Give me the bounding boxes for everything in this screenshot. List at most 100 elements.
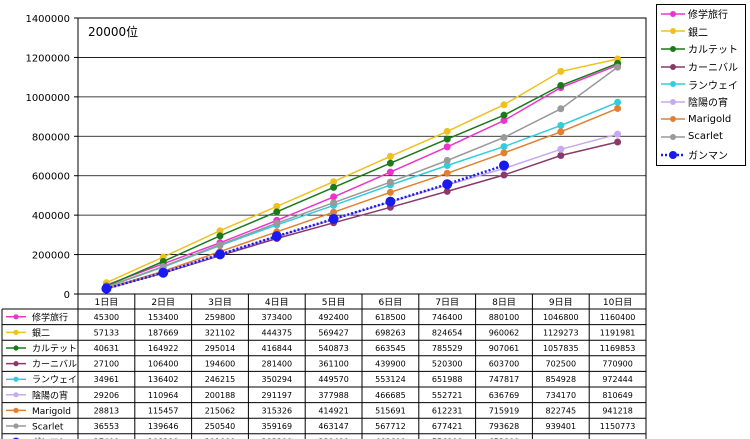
- x-category-label: 1日目: [95, 297, 119, 308]
- data-point: [215, 249, 225, 260]
- table-cell: 215062: [205, 406, 236, 415]
- legend-item: ガンマン: [657, 146, 745, 164]
- legend-item: カルテット: [657, 40, 745, 58]
- data-point: [386, 168, 394, 176]
- data-point: [216, 241, 224, 249]
- table-cell: 36553: [94, 422, 119, 431]
- data-point: [614, 63, 622, 71]
- table-cell: 259800: [205, 313, 236, 322]
- data-point: [443, 187, 451, 195]
- series-line: [106, 62, 618, 287]
- table-cell: 164922: [148, 344, 179, 353]
- data-point: [614, 130, 622, 138]
- legend-key: [661, 63, 685, 70]
- x-category-label: 8日目: [492, 297, 516, 308]
- table-cell: 321102: [205, 328, 236, 337]
- x-category-label: 5日目: [322, 297, 346, 308]
- y-tick-label: 0: [64, 290, 70, 301]
- legend-item: Scarlet: [657, 128, 745, 146]
- legend-key: [661, 116, 685, 123]
- x-category-label: 10日目: [603, 297, 632, 308]
- table-cell: 201000: [205, 438, 236, 439]
- data-point: [386, 159, 394, 167]
- y-tick-label: 200000: [32, 251, 70, 262]
- legend-label: 陰陽の宵: [688, 98, 728, 110]
- data-point: [443, 156, 451, 164]
- x-category-label: 3日目: [208, 297, 232, 308]
- data-point: [273, 219, 281, 227]
- table-cell: 444375: [262, 328, 293, 337]
- data-point: [101, 283, 112, 294]
- legend-label: Marigold: [688, 113, 732, 125]
- y-tick-label: 800000: [32, 132, 70, 143]
- data-point: [500, 101, 508, 109]
- table-row-name: Marigold: [32, 407, 71, 417]
- legend-label: 銀二: [688, 27, 708, 39]
- table-cell: 295014: [205, 344, 236, 353]
- legend-item: カーニバル: [657, 58, 745, 76]
- data-point: [216, 232, 224, 240]
- table-cell: 1150773: [600, 422, 636, 431]
- data-point: [614, 98, 622, 106]
- table-legend-marker: [13, 345, 19, 351]
- table-cell: 359169: [262, 422, 293, 431]
- table-legend-marker: [13, 407, 19, 413]
- legend-label: ガンマン: [688, 151, 728, 163]
- table-row-name: ランウェイ: [32, 375, 77, 386]
- table-cell: 880100: [489, 313, 520, 322]
- table-cell: 377988: [318, 391, 349, 400]
- legend-key: [661, 45, 685, 52]
- legend-label: Scarlet: [688, 131, 723, 143]
- table-cell: 139646: [148, 422, 179, 431]
- table-cell: 373400: [262, 313, 293, 322]
- table-cell: 1169853: [600, 344, 636, 353]
- data-point: [499, 160, 509, 171]
- data-point: [557, 105, 565, 113]
- table-cell: 652000: [489, 438, 520, 439]
- table-cell: 520300: [432, 360, 463, 369]
- table-cell: 439900: [375, 360, 406, 369]
- table-cell: 1057835: [543, 344, 579, 353]
- table-cell: 540873: [318, 344, 349, 353]
- data-point: [500, 134, 508, 142]
- table-cell: 246215: [205, 375, 236, 384]
- table-cell: 463147: [318, 422, 349, 431]
- table-cell: 187669: [148, 328, 179, 337]
- table-row-name: カルテット: [32, 344, 77, 355]
- data-point: [443, 143, 451, 151]
- table-cell: 110964: [148, 391, 179, 400]
- table-legend-marker: [13, 314, 19, 320]
- table-legend-marker: [13, 361, 19, 367]
- table-cell: 770900: [602, 360, 633, 369]
- table-row-name: 陰陽の宵: [32, 389, 68, 401]
- y-tick-label: 1200000: [25, 53, 70, 64]
- table-cell: 618500: [375, 313, 406, 322]
- data-point: [500, 111, 508, 119]
- table-legend-marker: [13, 376, 19, 382]
- y-tick-label: 1400000: [25, 14, 70, 25]
- plot-area: [77, 17, 647, 295]
- series-line: [106, 107, 618, 290]
- table-cell: 746400: [432, 313, 463, 322]
- table-cell: 315326: [262, 406, 293, 415]
- legend-item: Marigold: [657, 111, 745, 129]
- table-cell: 663545: [375, 344, 406, 353]
- table-cell: 28813: [94, 406, 119, 415]
- data-point: [386, 188, 394, 196]
- data-point: [386, 152, 394, 160]
- table-cell: 200188: [205, 391, 236, 400]
- table-cell: 468600: [375, 438, 406, 439]
- table-cell: 636769: [489, 391, 520, 400]
- table-cell: 380400: [318, 438, 349, 439]
- data-point: [557, 152, 565, 160]
- table-legend-marker: [13, 392, 19, 398]
- table-cell: 515691: [375, 406, 406, 415]
- table-cell: 57133: [94, 328, 119, 337]
- legend-label: カーニバル: [688, 63, 738, 75]
- table-cell: 29206: [94, 391, 119, 400]
- table-row-name: カーニバル: [32, 359, 77, 370]
- table-cell: 27100: [94, 360, 119, 369]
- y-tick-label: 600000: [32, 172, 70, 183]
- data-point: [273, 208, 281, 216]
- table-cell: 972444: [602, 375, 633, 384]
